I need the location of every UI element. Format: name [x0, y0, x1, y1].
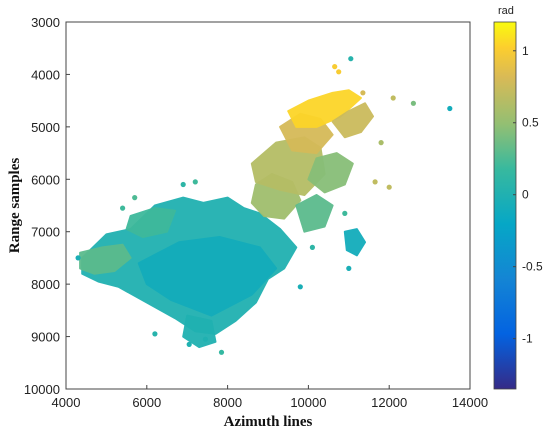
- x-ticks: 4000 6000 8000 10000 12000 14000: [52, 385, 488, 410]
- x-tick-label: 12000: [371, 395, 407, 410]
- data-point-15: [192, 179, 198, 185]
- map-data-layer: [75, 56, 453, 355]
- data-point-4: [390, 95, 396, 101]
- region-right-lobe: [307, 152, 354, 194]
- region-upper-left-arm: [125, 207, 177, 238]
- y-tick-label: 6000: [31, 172, 60, 187]
- plot-area: 4000 6000 8000 10000 12000 14000 3000 4000 5000…: [24, 15, 488, 410]
- y-axis-label: Range samples: [7, 158, 23, 254]
- y-tick-label: 5000: [31, 120, 60, 135]
- colorbar-tick-label: -0.5: [522, 260, 543, 274]
- data-point-11: [346, 265, 352, 271]
- region-center-fill: [137, 236, 278, 317]
- x-tick-label: 8000: [213, 395, 242, 410]
- data-point-18: [75, 255, 81, 261]
- colorbar-tick-label: 0.5: [522, 116, 539, 130]
- colorbar-ticks: 1 0.5 0 -0.5 -1: [513, 44, 543, 346]
- data-point-10: [342, 210, 348, 216]
- data-point-20: [218, 349, 225, 355]
- x-tick-label: 10000: [290, 395, 326, 410]
- region-left-edge: [79, 243, 132, 275]
- data-point-21: [202, 336, 208, 342]
- y-tick-label: 8000: [31, 277, 60, 292]
- y-tick-label: 9000: [31, 330, 60, 345]
- region-right-tail: [343, 228, 366, 257]
- data-point-17: [120, 205, 126, 211]
- x-axis-label: Azimuth lines: [224, 414, 313, 430]
- data-point-6: [447, 105, 453, 112]
- data-point-12: [309, 244, 315, 250]
- y-ticks: 3000 4000 5000 6000 7000 8000 9000 10000: [24, 15, 70, 397]
- y-tick-label: 10000: [24, 382, 60, 397]
- data-point-16: [132, 195, 138, 201]
- colorbar: 1 0.5 0 -0.5 -1 rad: [493, 5, 543, 390]
- colorbar-tick-label: 0: [522, 188, 529, 202]
- region-top-right-arm: [331, 102, 374, 139]
- data-point-1: [332, 64, 338, 70]
- data-point-3: [360, 90, 366, 96]
- y-tick-label: 4000: [31, 67, 60, 82]
- data-point-14: [180, 181, 186, 188]
- region-right-lower: [295, 194, 334, 233]
- data-point-8: [372, 179, 378, 185]
- colorbar-gradient: [493, 21, 517, 390]
- data-point-2: [336, 69, 342, 75]
- x-tick-label: 14000: [452, 395, 488, 410]
- data-point-9: [386, 184, 392, 190]
- data-point-7: [378, 140, 384, 146]
- data-point-0: [348, 56, 354, 62]
- axes-frame: [65, 21, 471, 390]
- colorbar-tick-label: 1: [522, 44, 529, 58]
- x-tick-label: 4000: [52, 395, 81, 410]
- colorbar-tick-label: -1: [522, 332, 533, 346]
- data-point-19: [152, 331, 158, 337]
- data-point-5: [410, 100, 416, 106]
- y-tick-label: 7000: [31, 225, 60, 240]
- x-tick-label: 6000: [132, 395, 161, 410]
- colorbar-label: rad: [498, 5, 514, 17]
- data-point-13: [297, 284, 303, 290]
- y-tick-label: 3000: [31, 15, 60, 30]
- data-point-22: [186, 341, 192, 347]
- region-upper-arm: [287, 89, 362, 128]
